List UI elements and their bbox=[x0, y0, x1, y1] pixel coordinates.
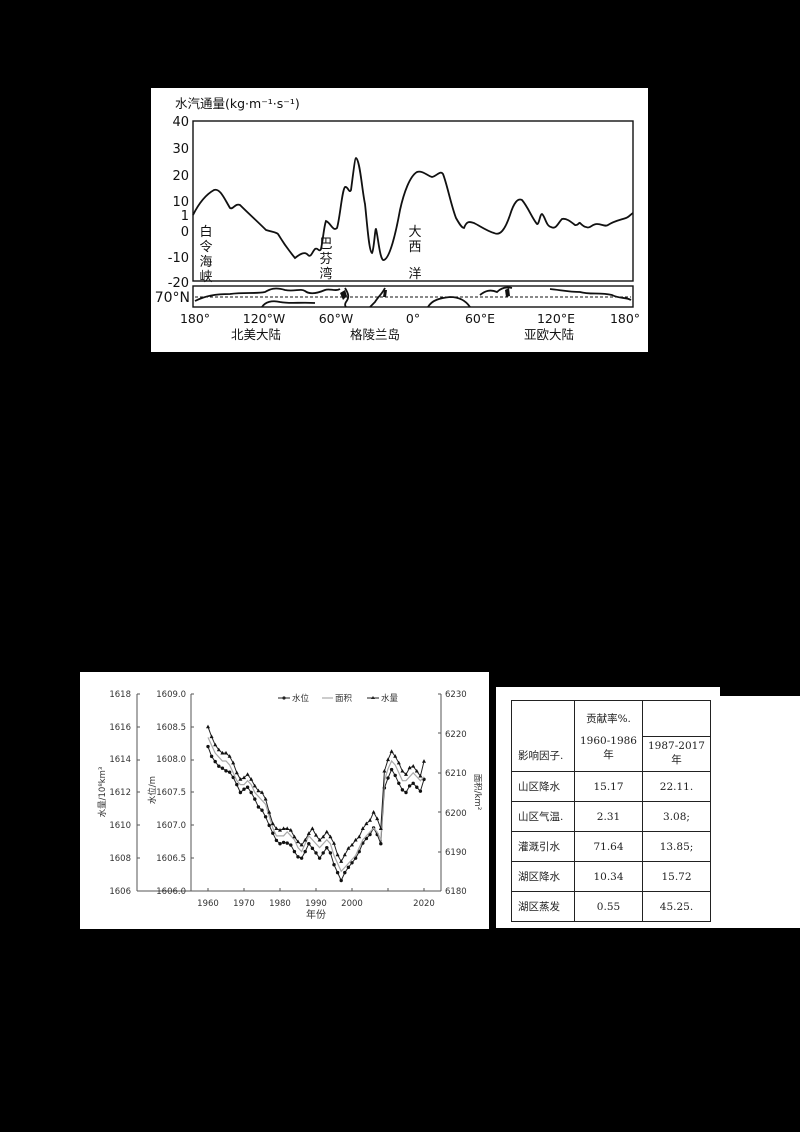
bering-strait-label: 白 令 海 峡 bbox=[199, 224, 212, 285]
table-row: 灌溉引水 71.64 13.85; bbox=[511, 831, 711, 862]
contribution-table: 影响因子. 贡献率%. 1960-1986 年 1987-2017 年 山区降水… bbox=[511, 700, 711, 922]
plot-frame bbox=[192, 120, 634, 282]
svg-text:西: 西 bbox=[408, 240, 421, 255]
svg-text:6230: 6230 bbox=[445, 690, 467, 700]
svg-text:6210: 6210 bbox=[445, 769, 467, 779]
svg-text:40: 40 bbox=[172, 115, 189, 130]
svg-text:北美大陆: 北美大陆 bbox=[231, 327, 281, 342]
svg-text:水量: 水量 bbox=[381, 693, 399, 704]
svg-text:1612: 1612 bbox=[109, 788, 131, 798]
svg-text:1990: 1990 bbox=[305, 899, 327, 909]
header-period-1: 贡献率%. 1960-1986 年 bbox=[574, 700, 643, 772]
svg-text:1606: 1606 bbox=[109, 887, 131, 897]
svg-text:120°W: 120°W bbox=[243, 311, 285, 326]
svg-text:1618: 1618 bbox=[109, 690, 131, 700]
svg-text:6190: 6190 bbox=[445, 848, 467, 858]
svg-text:-20: -20 bbox=[168, 276, 189, 291]
lake-trend-figure: 1618 1616 1614 1612 1610 1608 1606 水量/10… bbox=[80, 672, 489, 929]
series-area bbox=[207, 737, 425, 873]
svg-text:6200: 6200 bbox=[445, 809, 467, 819]
level-axis-ticks: 1609.0 1608.5 1608.0 1607.5 1607.0 1606.… bbox=[156, 690, 186, 897]
region-labels: 北美大陆 格陵兰岛 亚欧大陆 bbox=[231, 327, 574, 342]
area-axis-ticks: 6230 6220 6210 6200 6190 6180 bbox=[445, 690, 467, 897]
svg-text:1608.5: 1608.5 bbox=[156, 723, 186, 733]
table-row: 湖区降水 10.34 15.72 bbox=[511, 861, 711, 892]
table-row: 湖区蒸发 0.55 45.25. bbox=[511, 891, 711, 922]
header-period-2: 1987-2017 年 bbox=[642, 735, 711, 772]
svg-text:面积: 面积 bbox=[335, 693, 353, 704]
svg-text:1606.0: 1606.0 bbox=[156, 887, 186, 897]
white-margin bbox=[720, 696, 800, 928]
svg-text:巴: 巴 bbox=[319, 237, 332, 252]
svg-text:1: 1 bbox=[181, 209, 189, 224]
header-factor: 影响因子. bbox=[511, 700, 575, 772]
svg-text:1610: 1610 bbox=[109, 821, 131, 831]
header-blank bbox=[642, 700, 711, 737]
svg-text:湾: 湾 bbox=[319, 266, 332, 282]
svg-text:芬: 芬 bbox=[319, 252, 332, 267]
svg-text:180°: 180° bbox=[180, 311, 210, 326]
volume-axis-ticks: 1618 1616 1614 1612 1610 1608 1606 bbox=[109, 690, 131, 897]
legend: 水位 面积 水量 bbox=[278, 693, 399, 704]
svg-text:1980: 1980 bbox=[269, 899, 291, 909]
svg-text:大: 大 bbox=[408, 225, 421, 240]
svg-text:0°: 0° bbox=[406, 311, 420, 326]
latitude-label: 70°N bbox=[155, 290, 190, 306]
svg-text:格陵兰岛: 格陵兰岛 bbox=[350, 327, 400, 342]
y-axis-label: 水汽通量(kg·m⁻¹·s⁻¹) bbox=[175, 96, 300, 111]
vapor-flux-figure: 水汽通量(kg·m⁻¹·s⁻¹) 40 30 20 10 1 0 -10 -20… bbox=[151, 88, 648, 352]
svg-text:10: 10 bbox=[172, 195, 189, 210]
svg-text:1607.0: 1607.0 bbox=[156, 821, 186, 831]
vapor-flux-line bbox=[192, 157, 634, 261]
svg-text:1970: 1970 bbox=[233, 899, 255, 909]
arctic-map-strip: 70°N bbox=[155, 285, 634, 308]
svg-text:峡: 峡 bbox=[199, 270, 212, 285]
year-ticks: 1960 1970 1980 1990 2000 2020 bbox=[197, 899, 435, 909]
svg-text:60°W: 60°W bbox=[319, 311, 354, 326]
svg-text:60°E: 60°E bbox=[465, 311, 495, 326]
svg-text:1607.5: 1607.5 bbox=[156, 788, 186, 798]
atlantic-label: 大 西 洋 bbox=[408, 225, 421, 282]
area-axis-label: 面积/km² bbox=[472, 774, 483, 810]
y-ticks: 40 30 20 10 1 0 -10 -20 bbox=[168, 115, 189, 291]
svg-text:洋: 洋 bbox=[408, 267, 421, 282]
svg-text:2000: 2000 bbox=[341, 899, 363, 909]
svg-text:亚欧大陆: 亚欧大陆 bbox=[524, 327, 574, 342]
svg-text:20: 20 bbox=[172, 169, 189, 184]
table-row: 山区降水 15.17 22.11. bbox=[511, 771, 711, 802]
svg-text:海: 海 bbox=[199, 255, 212, 270]
table-row: 山区气温. 2.31 3.08; bbox=[511, 801, 711, 832]
svg-text:水位: 水位 bbox=[292, 693, 310, 704]
svg-text:1608: 1608 bbox=[109, 854, 131, 864]
svg-text:1614: 1614 bbox=[109, 755, 131, 765]
svg-text:1608.0: 1608.0 bbox=[156, 755, 186, 765]
svg-text:1609.0: 1609.0 bbox=[156, 690, 186, 700]
svg-text:令: 令 bbox=[199, 240, 212, 255]
svg-text:6180: 6180 bbox=[445, 887, 467, 897]
svg-text:180°: 180° bbox=[610, 311, 640, 326]
svg-text:1616: 1616 bbox=[109, 723, 131, 733]
year-axis-label: 年份 bbox=[306, 908, 326, 921]
svg-text:120°E: 120°E bbox=[537, 311, 575, 326]
series-level bbox=[207, 746, 425, 882]
svg-text:2020: 2020 bbox=[413, 899, 435, 909]
level-axis-label: 水位/m bbox=[147, 776, 158, 804]
svg-text:白: 白 bbox=[199, 224, 212, 240]
svg-text:1606.5: 1606.5 bbox=[156, 854, 186, 864]
svg-text:0: 0 bbox=[181, 225, 189, 240]
x-ticks: 180° 120°W 60°W 0° 60°E 120°E 180° bbox=[180, 311, 640, 326]
svg-text:6220: 6220 bbox=[445, 730, 467, 740]
lake-series bbox=[206, 724, 426, 883]
baffin-bay-label: 巴 芬 湾 bbox=[319, 237, 332, 282]
svg-text:-10: -10 bbox=[168, 251, 189, 266]
svg-text:1960: 1960 bbox=[197, 899, 219, 909]
svg-text:30: 30 bbox=[172, 142, 189, 157]
volume-axis-label: 水量/10⁸km³ bbox=[97, 767, 108, 818]
